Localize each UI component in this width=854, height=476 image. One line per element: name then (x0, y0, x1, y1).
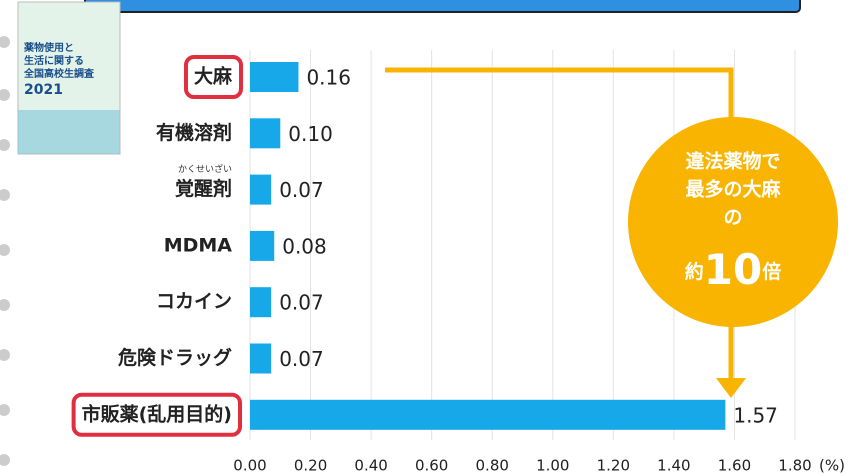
cover-title: 生活に関する (24, 54, 84, 67)
bar (250, 400, 725, 430)
value-label: 0.07 (279, 178, 324, 202)
x-tick-label: 1.20 (597, 457, 630, 475)
x-tick-label: 1.60 (718, 457, 751, 475)
annotation-text: 最多の大麻 (685, 178, 781, 201)
bar (250, 287, 271, 317)
chart: 薬物使用と生活に関する全国高校生調査 2021 0.00 0.20 0.40 0.60 0.… (0, 0, 854, 476)
x-tick-label: 0.40 (354, 457, 387, 475)
value-label: 0.10 (288, 122, 333, 146)
value-label: 0.07 (279, 291, 324, 315)
bar (250, 175, 271, 205)
x-tick-label: 1.00 (536, 457, 569, 475)
x-tick-label: 0.60 (415, 457, 448, 475)
x-tick-label: 1.80 (778, 457, 811, 475)
x-tick-label: 1.40 (657, 457, 690, 475)
value-label: 0.07 (279, 347, 324, 371)
annotation-part: 約 (685, 260, 704, 283)
category-label: 覚醒剤 (175, 177, 232, 200)
cover-year: 2021 (24, 82, 63, 98)
annotation-text: の (723, 207, 742, 229)
bar (250, 62, 298, 92)
annotation-arrowhead (716, 378, 746, 398)
cover-title: 全国高校生調査 (23, 67, 95, 80)
x-axis-unit: (%) (819, 457, 845, 475)
furigana: かくせいざい (178, 163, 232, 175)
value-label: 0.16 (306, 66, 351, 90)
category-label: 市販薬(乱用目的) (82, 402, 232, 425)
annotation-text: 違法薬物で (685, 150, 780, 173)
annotation-part: 倍 (762, 260, 781, 283)
x-tick-label: 0.00 (233, 457, 266, 475)
binder-holes (0, 36, 10, 466)
cover-title: 薬物使用と (23, 41, 74, 54)
annotation-part: 10 (704, 245, 762, 294)
banner (85, 0, 800, 12)
x-tick-label: 0.80 (476, 457, 509, 475)
bar (250, 344, 271, 374)
category-label: 大麻 (194, 65, 233, 88)
category-label: コカイン (156, 291, 232, 313)
category-label: MDMA (164, 234, 233, 256)
cover-photo (18, 110, 120, 154)
x-tick-label: 0.20 (294, 457, 327, 475)
bar (250, 231, 274, 261)
bar (250, 118, 280, 148)
category-label: 有機溶剤 (156, 121, 232, 144)
value-label: 1.57 (733, 403, 778, 427)
value-label: 0.08 (282, 234, 327, 258)
category-label: 危険ドラッグ (118, 346, 232, 369)
